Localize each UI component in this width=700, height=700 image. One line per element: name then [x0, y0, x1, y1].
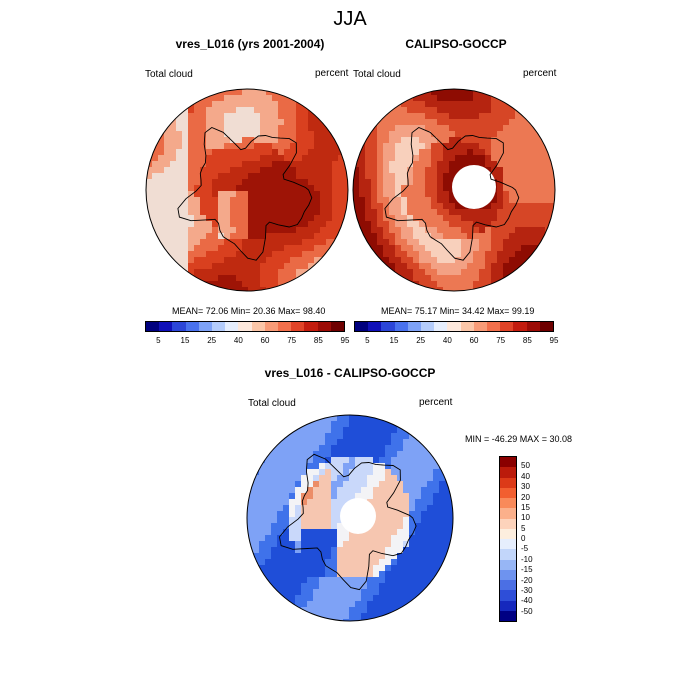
- colorbar-swatch: [460, 322, 474, 331]
- diff-colorbar: [499, 456, 517, 622]
- colorbar-swatch: [500, 600, 516, 611]
- colorbar-swatch: [394, 322, 408, 331]
- colorbar-swatch: [212, 322, 226, 331]
- colorbar-tick-label: 5: [156, 336, 161, 345]
- colorbar-swatch: [159, 322, 173, 331]
- colorbar-tick-label: 60: [469, 336, 479, 345]
- colorbar-swatch: [500, 498, 516, 509]
- model-left-label: Total cloud: [145, 69, 193, 80]
- colorbar-swatch: [225, 322, 239, 331]
- colorbar-tick-label: 75: [496, 336, 506, 345]
- obs-right-label: percent: [523, 68, 557, 79]
- colorbar-swatch: [500, 322, 514, 331]
- colorbar-swatch: [500, 610, 516, 621]
- diff-cloud-map: [247, 415, 453, 621]
- colorbar-swatch: [447, 322, 461, 331]
- obs-colorbar: [354, 321, 554, 332]
- colorbar-swatch: [539, 322, 554, 331]
- colorbar-swatch: [500, 518, 516, 529]
- figure-title: JJA: [333, 8, 367, 30]
- colorbar-tick-label: 25: [207, 336, 217, 345]
- model-cloud-map: [146, 89, 348, 291]
- diff-right-label: percent: [419, 397, 453, 408]
- colorbar-tick-label: 0: [521, 534, 526, 543]
- colorbar-tick-label: 75: [287, 336, 297, 345]
- colorbar-tick-label: 60: [260, 336, 270, 345]
- model-colorbar: [145, 321, 345, 332]
- colorbar-tick-label: 25: [416, 336, 426, 345]
- colorbar-swatch: [500, 477, 516, 488]
- obs-cloud-map: [353, 89, 555, 291]
- colorbar-swatch: [278, 322, 292, 331]
- colorbar-tick-label: 40: [233, 336, 243, 345]
- colorbar-swatch: [146, 322, 160, 331]
- model-stats: MEAN= 72.06 Min= 20.36 Max= 98.40: [172, 306, 326, 316]
- colorbar-tick-label: 15: [180, 336, 190, 345]
- colorbar-tick-label: -10: [521, 554, 533, 564]
- colorbar-swatch: [500, 569, 516, 580]
- colorbar-tick-label: -20: [521, 575, 533, 585]
- colorbar-swatch: [185, 322, 199, 331]
- colorbar-swatch: [500, 457, 516, 468]
- colorbar-swatch: [513, 322, 527, 331]
- obs-left-label: Total cloud: [353, 69, 401, 80]
- colorbar-tick-label: -50: [521, 606, 533, 616]
- colorbar-tick-label: 15: [521, 502, 530, 512]
- colorbar-tick-label: 85: [313, 336, 323, 345]
- colorbar-tick-label: 15: [389, 336, 399, 345]
- diff-panel-title: vres_L016 - CALIPSO-GOCCP: [264, 366, 436, 380]
- colorbar-tick-label: 95: [549, 336, 559, 345]
- colorbar-swatch: [487, 322, 501, 331]
- colorbar-swatch: [500, 528, 516, 539]
- colorbar-swatch: [473, 322, 488, 331]
- colorbar-tick-label: 10: [521, 513, 530, 523]
- colorbar-tick-label: -30: [521, 585, 533, 595]
- diff-left-label: Total cloud: [248, 398, 296, 409]
- diff-stats: MIN = -46.29 MAX = 30.08: [465, 434, 573, 444]
- colorbar-tick-label: 85: [522, 336, 532, 345]
- colorbar-tick-label: 30: [521, 482, 530, 492]
- colorbar-tick-label: 20: [521, 492, 530, 502]
- obs-stats: MEAN= 75.17 Min= 34.42 Max= 99.19: [381, 306, 535, 316]
- colorbar-tick-label: -15: [521, 565, 533, 575]
- colorbar-tick-label: 50: [521, 461, 530, 471]
- colorbar-tick-label: -40: [521, 596, 533, 606]
- colorbar-swatch: [317, 322, 331, 331]
- colorbar-swatch: [500, 590, 516, 601]
- colorbar-tick-label: 5: [365, 336, 370, 345]
- colorbar-swatch: [526, 322, 540, 331]
- colorbar-swatch: [172, 322, 186, 331]
- colorbar-swatch: [264, 322, 279, 331]
- colorbar-swatch: [407, 322, 422, 331]
- model-panel-title: vres_L016 (yrs 2001-2004): [175, 37, 325, 51]
- colorbar-swatch: [304, 322, 318, 331]
- colorbar-swatch: [500, 467, 516, 478]
- colorbar-swatch: [421, 322, 435, 331]
- colorbar-swatch: [238, 322, 252, 331]
- colorbar-swatch: [500, 580, 516, 591]
- colorbar-swatch: [198, 322, 213, 331]
- colorbar-swatch: [500, 559, 516, 570]
- colorbar-tick-label: 40: [442, 336, 452, 345]
- colorbar-tick-label: 5: [521, 523, 526, 533]
- colorbar-swatch: [291, 322, 305, 331]
- colorbar-tick-label: 95: [340, 336, 350, 345]
- colorbar-swatch: [500, 539, 516, 550]
- colorbar-swatch: [381, 322, 395, 331]
- colorbar-tick-label: -5: [521, 544, 529, 554]
- colorbar-swatch: [251, 322, 265, 331]
- colorbar-tick-label: 40: [521, 471, 530, 481]
- colorbar-swatch: [500, 487, 516, 498]
- model-right-label: percent: [315, 68, 349, 79]
- colorbar-swatch: [500, 508, 516, 519]
- obs-panel-title: CALIPSO-GOCCP: [405, 37, 507, 51]
- colorbar-swatch: [368, 322, 382, 331]
- colorbar-swatch: [500, 549, 516, 560]
- colorbar-swatch: [355, 322, 369, 331]
- colorbar-swatch: [434, 322, 448, 331]
- colorbar-swatch: [330, 322, 345, 331]
